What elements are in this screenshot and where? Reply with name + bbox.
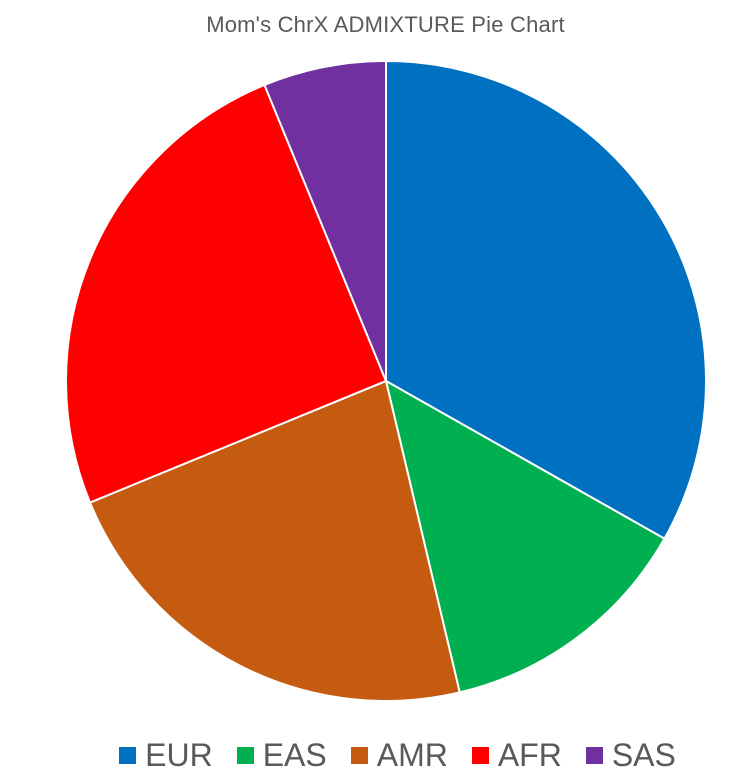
pie-slice-afr bbox=[65, 83, 388, 504]
legend-item-sas: SAS bbox=[585, 735, 676, 775]
legend-label-eur: EUR bbox=[145, 737, 213, 773]
pie-slice-sas bbox=[263, 59, 387, 382]
legend-swatch-eas bbox=[236, 746, 254, 764]
legend-swatch-amr bbox=[350, 746, 368, 764]
pie-slices bbox=[65, 59, 707, 702]
legend: EUR EAS AMR AFR SAS bbox=[0, 735, 731, 775]
legend-label-sas: SAS bbox=[611, 737, 676, 773]
legend-swatch-sas bbox=[585, 746, 603, 764]
legend-swatch-eur bbox=[119, 746, 137, 764]
pie-slice-eas bbox=[384, 379, 666, 694]
legend-label-afr: AFR bbox=[497, 737, 562, 773]
chart-title: Mom's ChrX ADMIXTURE Pie Chart bbox=[206, 12, 565, 37]
legend-item-eas: EAS bbox=[236, 735, 327, 775]
legend-item-afr: AFR bbox=[471, 735, 562, 775]
legend-label-amr: AMR bbox=[376, 737, 448, 773]
legend-label-eas: EAS bbox=[262, 737, 327, 773]
pie-slice-eur bbox=[385, 59, 707, 541]
legend-swatch-afr bbox=[471, 746, 489, 764]
legend-item-eur: EUR bbox=[119, 735, 213, 775]
pie-slice-amr bbox=[88, 379, 461, 702]
legend-item-amr: AMR bbox=[350, 735, 448, 775]
